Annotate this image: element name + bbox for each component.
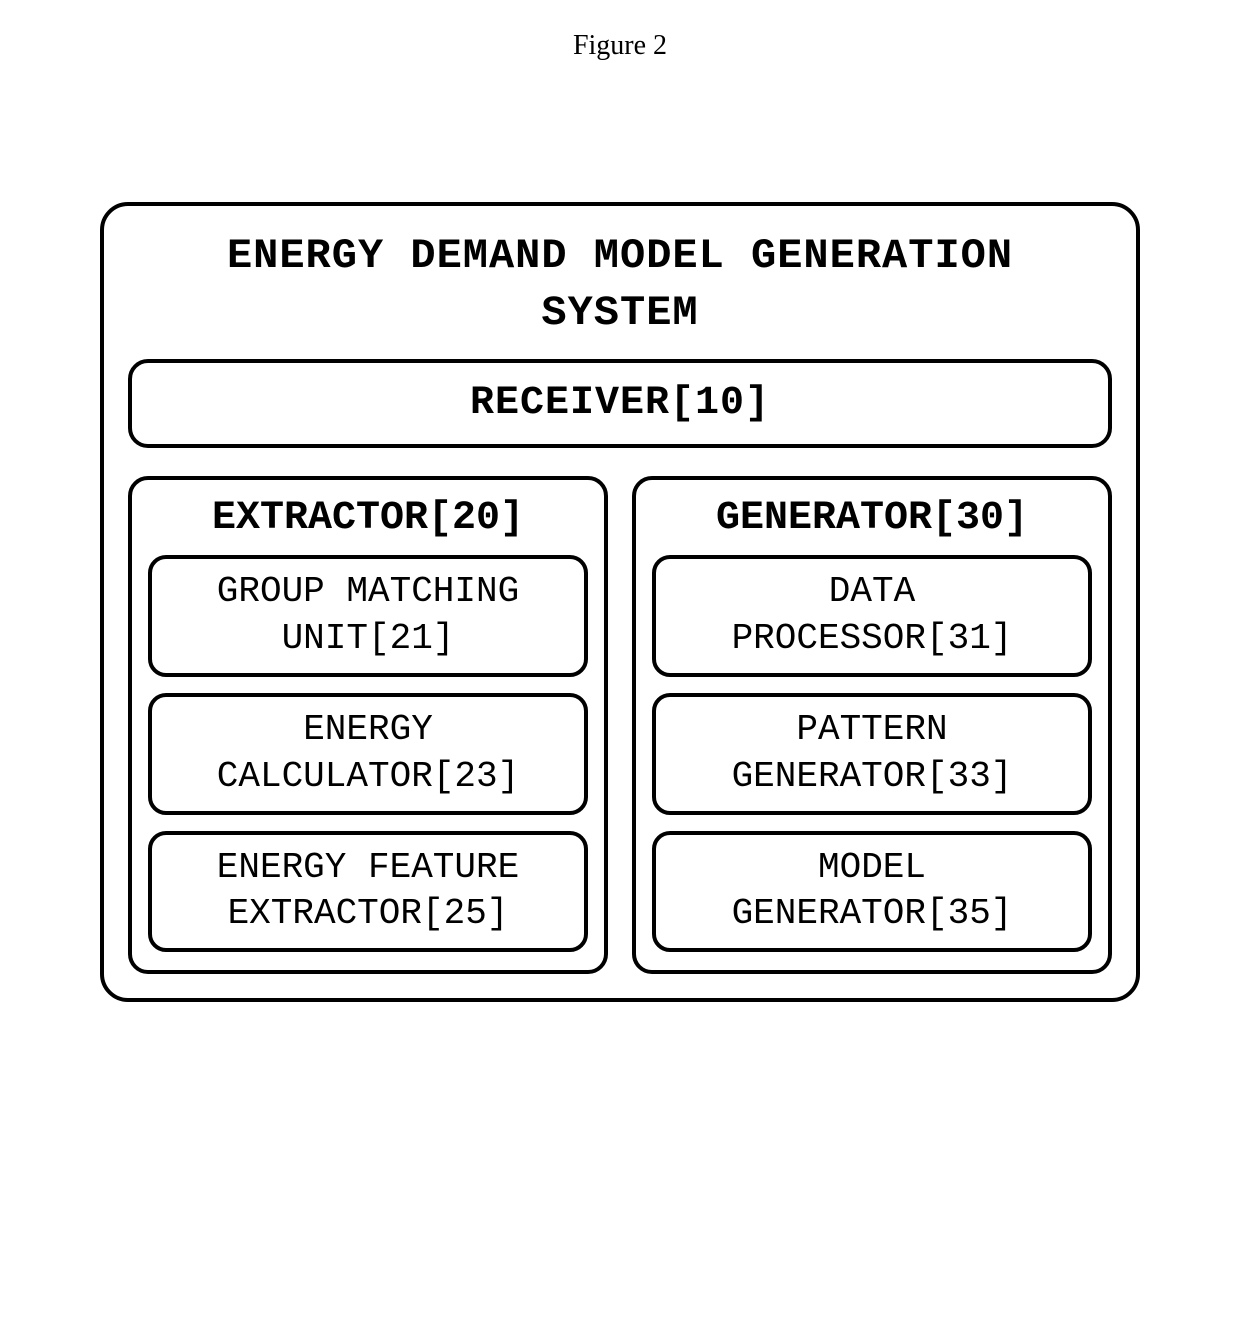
- extractor-box: EXTRACTOR[20] GROUP MATCHING UNIT[21] EN…: [128, 476, 608, 974]
- figure-title: Figure 2: [573, 30, 667, 62]
- unit-line: MODEL: [818, 847, 926, 888]
- system-box: ENERGY DEMAND MODEL GENERATION SYSTEM RE…: [100, 202, 1140, 1002]
- unit-line: GENERATOR[35]: [732, 893, 1013, 934]
- unit-line: GENERATOR[33]: [732, 756, 1013, 797]
- unit-line: ENERGY: [303, 709, 433, 750]
- unit-line: CALCULATOR[23]: [217, 756, 519, 797]
- unit-line: DATA: [829, 571, 915, 612]
- unit-line: UNIT[21]: [282, 618, 455, 659]
- system-title-line1: ENERGY DEMAND MODEL GENERATION: [227, 232, 1013, 280]
- energy-calculator-box: ENERGY CALCULATOR[23]: [148, 693, 588, 815]
- system-title: ENERGY DEMAND MODEL GENERATION SYSTEM: [128, 228, 1112, 341]
- unit-line: PROCESSOR[31]: [732, 618, 1013, 659]
- system-title-line2: SYSTEM: [541, 289, 698, 337]
- extractor-title: EXTRACTOR[20]: [148, 496, 588, 541]
- unit-line: ENERGY FEATURE: [217, 847, 519, 888]
- data-processor-box: DATA PROCESSOR[31]: [652, 555, 1092, 677]
- generator-title: GENERATOR[30]: [652, 496, 1092, 541]
- group-matching-unit-box: GROUP MATCHING UNIT[21]: [148, 555, 588, 677]
- unit-line: PATTERN: [796, 709, 947, 750]
- model-generator-box: MODEL GENERATOR[35]: [652, 831, 1092, 953]
- receiver-box: RECEIVER[10]: [128, 359, 1112, 448]
- unit-line: EXTRACTOR[25]: [228, 893, 509, 934]
- generator-box: GENERATOR[30] DATA PROCESSOR[31] PATTERN…: [632, 476, 1112, 974]
- pattern-generator-box: PATTERN GENERATOR[33]: [652, 693, 1092, 815]
- receiver-label: RECEIVER[10]: [470, 381, 770, 426]
- energy-feature-extractor-box: ENERGY FEATURE EXTRACTOR[25]: [148, 831, 588, 953]
- columns-container: EXTRACTOR[20] GROUP MATCHING UNIT[21] EN…: [128, 476, 1112, 974]
- unit-line: GROUP MATCHING: [217, 571, 519, 612]
